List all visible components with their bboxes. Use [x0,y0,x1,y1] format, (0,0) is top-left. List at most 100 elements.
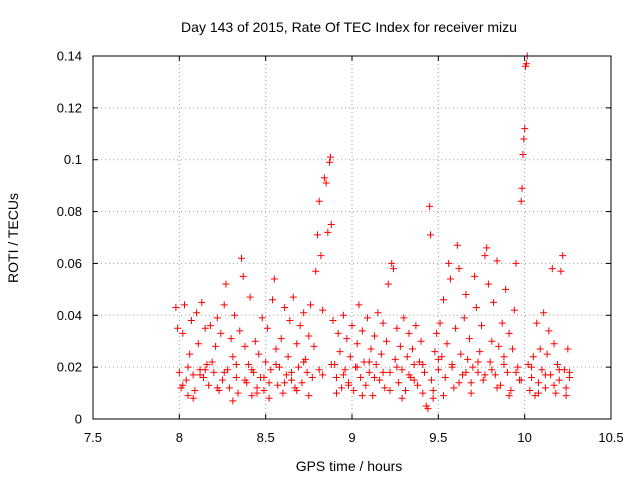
data-point [234,389,242,397]
data-point [414,381,422,389]
data-point [189,371,197,379]
data-point [324,228,332,236]
data-point [343,335,351,343]
data-point [564,345,572,353]
data-point [217,329,225,337]
data-point [518,184,526,192]
data-point [522,60,530,68]
data-point [541,371,549,379]
data-point [376,376,384,384]
chart-title: Day 143 of 2015, Rate Of TEC Index for r… [181,19,517,35]
data-point [227,335,235,343]
data-point [541,384,549,392]
data-point [395,379,403,387]
data-point [481,252,489,260]
x-tick-label: 9 [348,430,355,445]
data-point [191,386,199,394]
data-point [384,280,392,288]
y-tick-label: 0.06 [57,256,82,271]
data-point [194,340,202,348]
data-point [236,327,244,335]
data-point [179,329,187,337]
data-point [467,379,475,387]
data-point [440,392,448,400]
data-point [379,319,387,327]
data-point [315,366,323,374]
data-point [517,376,525,384]
data-point [446,275,454,283]
data-point [519,151,527,159]
data-point [455,379,463,387]
data-point [284,353,292,361]
data-point [267,366,275,374]
data-point [536,345,544,353]
data-point [237,254,245,262]
data-point [389,265,397,273]
data-point [426,202,434,210]
data-point [465,335,473,343]
data-point [431,348,439,356]
data-point [562,384,570,392]
data-point [334,329,342,337]
data-point [434,366,442,374]
data-point [500,361,508,369]
data-point [187,316,195,324]
data-point [220,368,228,376]
data-point [293,340,301,348]
data-point [296,322,304,330]
data-point [370,332,378,340]
data-point [521,125,529,133]
data-point [319,306,327,314]
data-point [210,368,218,376]
data-point [514,363,522,371]
data-point [555,376,563,384]
data-point [272,361,280,369]
data-point [419,361,427,369]
data-point [512,368,520,376]
data-point [365,358,373,366]
data-point [374,309,382,317]
data-point [472,304,480,312]
data-point [198,298,206,306]
data-point [452,324,460,332]
data-point [184,392,192,400]
data-point [232,374,240,382]
y-tick-label: 0.08 [57,204,82,219]
data-point [383,337,391,345]
data-point [488,337,496,345]
data-point [322,179,330,187]
data-point [453,241,461,249]
data-point [529,353,537,361]
data-point [365,368,373,376]
data-point [505,329,513,337]
data-point [175,368,183,376]
data-point [193,309,201,317]
data-point [219,376,226,384]
x-tick-label: 10 [517,430,531,445]
data-point [300,309,308,317]
data-point [520,135,528,143]
data-point [548,265,556,273]
data-point [471,272,479,280]
data-point [286,316,294,324]
data-point [364,314,372,322]
data-point [362,381,370,389]
tick-labels: 7.5 8 8.5 9 9.5 10 10.5 0 0.02 0.04 0.06 0.08 0.1 0.1… [57,49,624,446]
y-tick-label: 0.12 [57,100,82,115]
data-point [474,368,482,376]
data-points [172,52,574,413]
data-point [289,293,297,301]
data-point [391,355,399,363]
data-point [500,353,508,361]
data-point [495,342,503,350]
data-point [553,361,561,369]
data-point [476,348,484,356]
data-point [512,259,520,267]
data-point [346,353,354,361]
data-point [493,384,501,392]
data-point [332,374,340,382]
data-point [206,322,214,330]
data-point [265,379,273,387]
data-point [339,371,347,379]
data-point [367,345,375,353]
